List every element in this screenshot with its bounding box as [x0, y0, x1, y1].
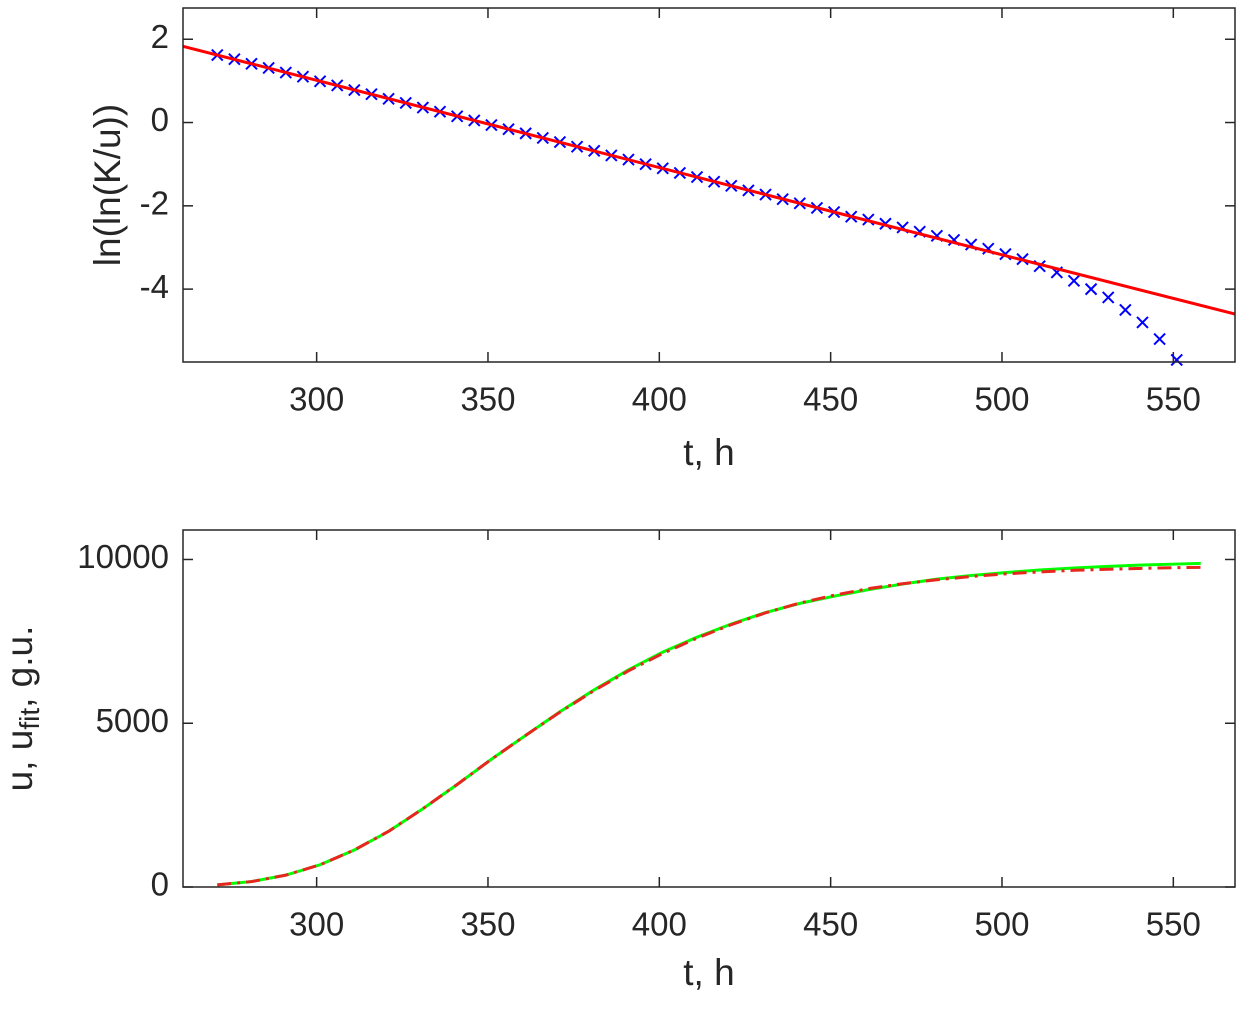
point [1119, 303, 1132, 317]
y-tick-label: 10000 [77, 538, 169, 575]
point [1084, 282, 1098, 296]
x-tick-label: 350 [460, 381, 515, 418]
y-tick-label: 5000 [96, 702, 169, 739]
subplot: 300 350 400 450 500 550 0 5000 10000 t, h u, ufit,… [0, 529, 1236, 993]
x-tick-label: 500 [974, 381, 1029, 418]
series-line [183, 44, 1235, 316]
x-tick-label: 450 [803, 906, 858, 943]
y-label-rest: , g.u. [0, 626, 40, 708]
x-axis-label: t, h [683, 432, 734, 473]
point [1067, 274, 1081, 287]
x-tick-label: 350 [460, 906, 515, 943]
x-tick-label: 300 [289, 381, 344, 418]
point [1136, 316, 1149, 329]
x-tick-label: 550 [1146, 906, 1201, 943]
x-axis-label: t, h [683, 952, 734, 993]
y-tick-label: 0 [151, 866, 169, 903]
x-tick-label: 400 [632, 906, 687, 943]
x-tick-label: 400 [632, 381, 687, 418]
point [1153, 332, 1166, 346]
x-tick-label: 550 [1146, 381, 1201, 418]
y-tick-label: -4 [140, 268, 169, 305]
subplot: 300 350 400 450 500 550 -4 -2 0 2 t, h ln(ln(K/u)) [87, 7, 1236, 473]
y-tick-label: 2 [151, 18, 169, 55]
point [1170, 353, 1183, 367]
x-tick-label: 500 [974, 906, 1029, 943]
y-label-main: u, u [0, 730, 40, 792]
x-tick-label: 450 [803, 381, 858, 418]
series-line [217, 565, 1201, 887]
y-axis-label: u, ufit, g.u. [0, 626, 45, 792]
axes-box [182, 7, 1236, 363]
x-tick-label: 300 [289, 906, 344, 943]
axes-box [182, 529, 1236, 888]
y-tick-label: 0 [151, 101, 169, 138]
y-axis-label: ln(ln(K/u)) [87, 104, 128, 266]
y-tick-label: -2 [140, 185, 169, 222]
point [1102, 291, 1115, 304]
y-label-sub: fit [14, 708, 45, 730]
